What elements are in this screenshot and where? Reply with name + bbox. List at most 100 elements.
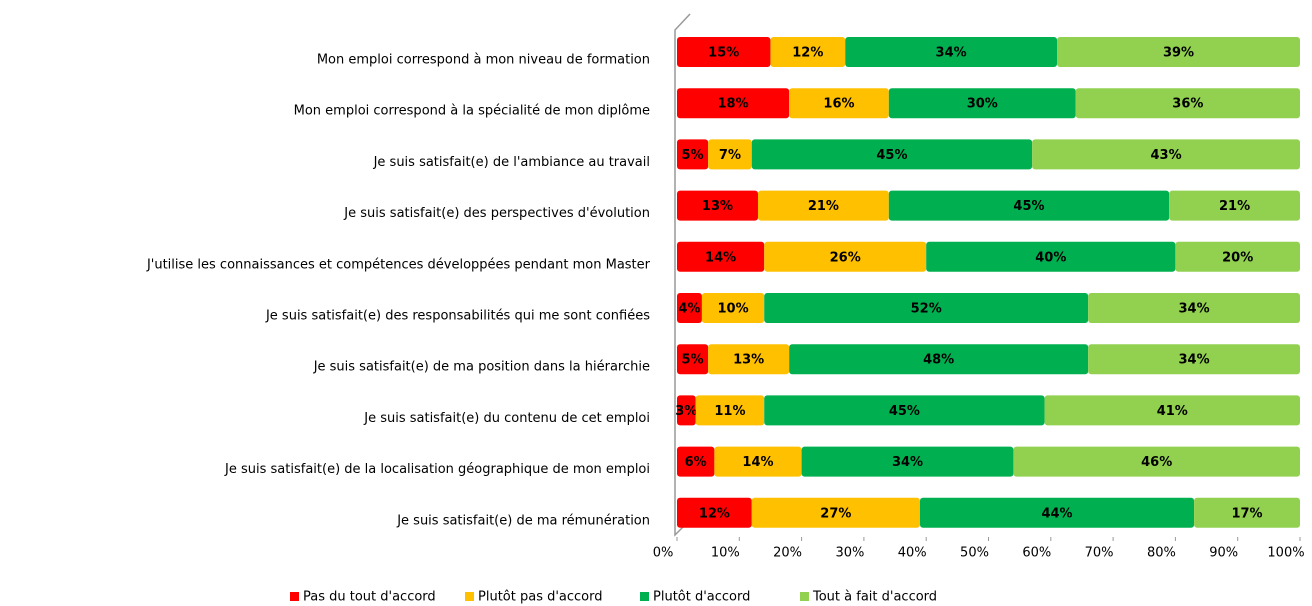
bar-segment (1088, 344, 1300, 375)
x-tick-label: 40% (898, 546, 927, 561)
value-label: 27% (820, 506, 851, 521)
bar-segment (677, 446, 715, 477)
value-label: 5% (682, 353, 704, 368)
value-label: 21% (808, 199, 839, 214)
bar-segment (677, 293, 702, 323)
x-tick-label: 30% (835, 546, 864, 561)
category-label: Je suis satisfait(e) de la localisation … (224, 462, 650, 477)
value-label: 18% (718, 97, 749, 112)
bar-segment (708, 344, 790, 375)
legend-label: Plutôt pas d'accord (478, 590, 603, 605)
x-tick-label: 0% (653, 546, 674, 561)
value-label: 15% (708, 46, 739, 61)
value-label: 4% (678, 302, 700, 317)
category-label: Je suis satisfait(e) de l'ambiance au tr… (373, 155, 650, 170)
value-label: 12% (699, 506, 730, 521)
bar-segment (714, 446, 802, 477)
x-tick-label: 60% (1022, 546, 1051, 561)
x-tick-label: 70% (1085, 546, 1114, 561)
x-tick-label: 20% (773, 546, 802, 561)
bar-segment (1032, 139, 1300, 170)
category-label: Mon emploi correspond à mon niveau de fo… (317, 53, 650, 68)
x-tick-label: 50% (960, 546, 989, 561)
value-label: 6% (685, 455, 707, 470)
value-label: 44% (1041, 506, 1072, 521)
legend-label: Plutôt d'accord (653, 590, 750, 605)
bar-segment (677, 139, 709, 170)
value-label: 34% (936, 46, 967, 61)
value-label: 34% (1179, 353, 1210, 368)
value-label: 17% (1231, 506, 1262, 521)
bar-segment (677, 344, 709, 375)
bar-segment (677, 190, 758, 221)
category-label: Je suis satisfait(e) de ma rémunération (396, 513, 650, 528)
bar-segment (770, 37, 846, 67)
value-label: 52% (911, 302, 942, 317)
value-label: 34% (1179, 302, 1210, 317)
bar-segment (845, 37, 1058, 67)
value-label: 34% (892, 455, 923, 470)
value-label: 30% (967, 97, 998, 112)
value-label: 48% (923, 353, 954, 368)
value-label: 40% (1035, 250, 1066, 265)
value-label: 13% (733, 353, 764, 368)
bar-segment (677, 497, 752, 528)
category-label: J'utilise les connaissances et compétenc… (146, 257, 651, 272)
bar-segment (1013, 446, 1300, 477)
legend-swatch (800, 592, 809, 601)
bar-segment (801, 446, 1014, 477)
bar-segment (677, 88, 790, 119)
bar-segment (695, 395, 765, 426)
x-tick-label: 90% (1209, 546, 1238, 561)
bar-segment (1088, 293, 1300, 323)
bar-segment (677, 395, 696, 426)
value-label: 45% (889, 404, 920, 419)
value-label: 14% (742, 455, 773, 470)
legend-swatch (290, 592, 299, 601)
value-label: 45% (876, 148, 907, 163)
category-label: Mon emploi correspond à la spécialité de… (294, 104, 650, 119)
value-label: 7% (719, 148, 741, 163)
bar-segment (708, 139, 752, 170)
legend-swatch (640, 592, 649, 601)
value-label: 36% (1172, 97, 1203, 112)
value-label: 45% (1013, 199, 1044, 214)
bar-segment (764, 395, 1045, 426)
bar-segment (926, 241, 1176, 272)
bar-segment (1057, 37, 1300, 67)
value-label: 3% (675, 404, 697, 419)
value-label: 14% (705, 250, 736, 265)
bar-segment (751, 497, 920, 528)
bar-segment (1075, 88, 1300, 119)
bar-segment (888, 88, 1076, 119)
bar-segment (919, 497, 1195, 528)
bar-segment (764, 241, 927, 272)
bar-segment (1169, 190, 1300, 221)
category-label: Je suis satisfait(e) des responsabilités… (265, 309, 650, 324)
value-label: 11% (714, 404, 745, 419)
x-tick-label: 80% (1147, 546, 1176, 561)
value-label: 12% (792, 46, 823, 61)
bar-segment (701, 293, 765, 323)
value-label: 13% (702, 199, 733, 214)
bar-segment (789, 88, 889, 119)
value-label: 20% (1222, 250, 1253, 265)
bar-segment (888, 190, 1170, 221)
bar-segment (1194, 497, 1300, 528)
legend-label: Tout à fait d'accord (812, 590, 937, 605)
value-label: 21% (1219, 199, 1250, 214)
bar-segment (764, 293, 1089, 323)
value-label: 43% (1150, 148, 1181, 163)
bar-segment (757, 190, 889, 221)
category-label: Je suis satisfait(e) du contenu de cet e… (363, 411, 650, 426)
bar-segment (677, 241, 765, 272)
bar-segment (1175, 241, 1300, 272)
legend-swatch (465, 592, 474, 601)
bar-segment (677, 37, 771, 67)
bar-segment (751, 139, 1033, 170)
value-label: 16% (823, 97, 854, 112)
category-label: Je suis satisfait(e) des perspectives d'… (343, 206, 650, 221)
legend-label: Pas du tout d'accord (303, 590, 436, 605)
value-label: 26% (830, 250, 861, 265)
